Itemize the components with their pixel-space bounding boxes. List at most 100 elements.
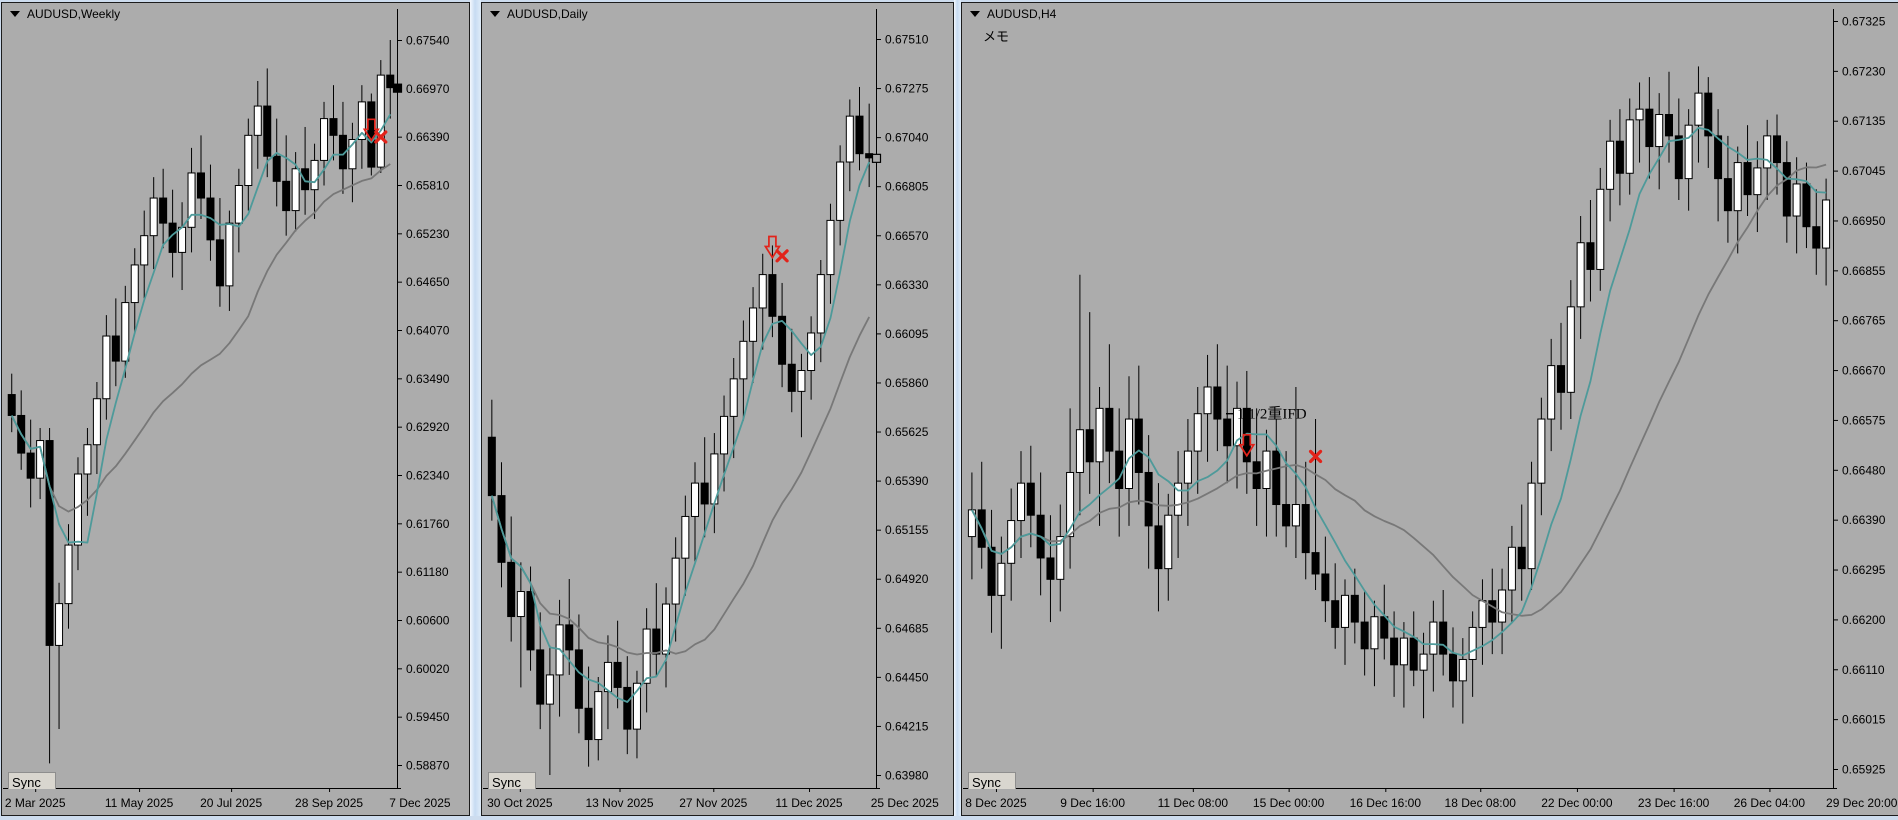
candle	[1576, 216, 1585, 339]
candle-body	[272, 155, 281, 182]
candle	[1753, 141, 1762, 233]
price-tick-label: 0.64920	[885, 572, 929, 586]
candle-body	[1557, 365, 1565, 393]
candle-body	[1419, 653, 1428, 671]
date-tick-label: 8 Dec 2025	[965, 796, 1027, 810]
candle-body	[1822, 199, 1831, 249]
candle	[1714, 109, 1723, 222]
candle-body	[1596, 188, 1605, 270]
annotation-text[interactable]: 1.1/2重IFD	[1237, 406, 1307, 423]
candle	[338, 101, 347, 194]
candle	[1439, 590, 1448, 676]
candle	[865, 103, 874, 188]
price-tick-label: 0.61760	[406, 517, 450, 531]
candle-body	[348, 139, 357, 170]
candle-body	[1753, 167, 1762, 196]
candle	[1036, 472, 1045, 596]
x-mark[interactable]	[1308, 449, 1323, 464]
candle-body	[197, 172, 205, 199]
sync-button[interactable]: Sync	[488, 772, 536, 789]
candle	[1105, 344, 1114, 484]
candle	[130, 248, 139, 332]
x-mark-stroke	[775, 249, 789, 263]
sync-button[interactable]: Sync	[8, 772, 56, 789]
candle-body	[291, 168, 300, 212]
date-tick-label: 15 Dec 00:00	[1253, 796, 1325, 810]
price-tick-label: 0.60020	[406, 662, 450, 676]
candle	[1458, 638, 1467, 724]
candle-body	[263, 105, 272, 157]
candle	[1674, 98, 1683, 200]
candle-body	[1625, 119, 1634, 174]
candle-body	[92, 398, 101, 446]
candle	[73, 457, 82, 571]
candle-body	[234, 185, 243, 224]
chart-window-titlebar: AUDUSD,Weekly	[10, 7, 120, 21]
candlestick-series	[967, 66, 1831, 724]
chart-canvas-daily[interactable]: 0.67510 0.67275 0.67040 0.66805 0.66570 0.663…	[482, 3, 953, 815]
candle-body	[1576, 242, 1585, 308]
candle	[272, 118, 281, 207]
chart-title: AUDUSD,Weekly	[27, 7, 121, 21]
price-tick-label: 0.66570	[885, 229, 929, 243]
candle-body	[376, 74, 385, 168]
candle	[187, 147, 196, 253]
x-mark[interactable]	[775, 249, 789, 263]
candle-body	[1566, 306, 1575, 393]
candle-body	[130, 264, 139, 304]
candle	[1547, 338, 1556, 452]
candle-body	[865, 153, 874, 159]
candle	[1154, 483, 1163, 612]
candle-body	[178, 226, 187, 253]
date-tick-label: 29 Dec 20:00	[1826, 796, 1898, 810]
date-tick-label: 11 May 2025	[105, 796, 174, 810]
candle	[215, 198, 224, 307]
candle-body	[661, 603, 670, 655]
candle	[797, 353, 806, 438]
candle-body	[149, 197, 158, 237]
sell-arrow-mark[interactable]	[362, 118, 380, 142]
candle	[1321, 536, 1330, 623]
candle	[1193, 386, 1202, 494]
chart-canvas-h4[interactable]: 0.67325 0.67230 0.67135 0.67045 0.66950 0.668…	[962, 3, 1898, 815]
date-tick-label: 27 Nov 2025	[679, 796, 747, 810]
candle-body	[536, 649, 545, 705]
candle	[1596, 167, 1605, 291]
candle	[987, 509, 996, 633]
sell-arrow-mark[interactable]	[763, 235, 781, 260]
candle-body	[729, 378, 738, 417]
price-tick-label: 0.67325	[1842, 15, 1886, 29]
date-tick-label: 18 Dec 08:00	[1445, 796, 1517, 810]
price-tick-label: 0.66855	[1842, 264, 1886, 278]
price-tick-label: 0.66330	[885, 278, 929, 292]
window-menu-icon[interactable]	[970, 11, 980, 17]
price-tick-label: 0.66110	[1842, 663, 1885, 677]
candle-body	[691, 482, 700, 517]
chart-window-titlebar: AUDUSD,H4	[970, 7, 1056, 21]
window-menu-icon[interactable]	[490, 11, 500, 17]
candle	[1085, 312, 1094, 494]
sell-arrow-mark[interactable]	[1238, 433, 1256, 458]
candle	[244, 118, 253, 211]
price-tick-label: 0.59450	[406, 710, 450, 724]
window-menu-icon[interactable]	[10, 11, 20, 17]
candle-body	[140, 235, 149, 266]
candle	[1017, 451, 1025, 558]
price-tick-label: 0.66200	[1842, 613, 1886, 627]
date-tick-label: 30 Oct 2025	[487, 796, 553, 810]
candle	[1812, 189, 1821, 275]
candle	[1291, 386, 1300, 558]
candle	[367, 93, 376, 176]
candle	[357, 85, 366, 169]
candle-body	[1331, 600, 1340, 628]
candle	[1026, 445, 1035, 548]
sync-button[interactable]: Sync	[968, 772, 1016, 789]
candle-body	[613, 661, 622, 688]
x-mark[interactable]	[374, 130, 388, 144]
chart-canvas-weekly[interactable]: 0.67540 0.66970 0.66390 0.65810 0.65230 0.646…	[2, 3, 469, 815]
candle-body	[1704, 92, 1713, 137]
candle	[1007, 488, 1016, 601]
price-tick-label: 0.66295	[1842, 563, 1886, 577]
candle	[977, 461, 986, 569]
candle-body	[526, 591, 535, 651]
